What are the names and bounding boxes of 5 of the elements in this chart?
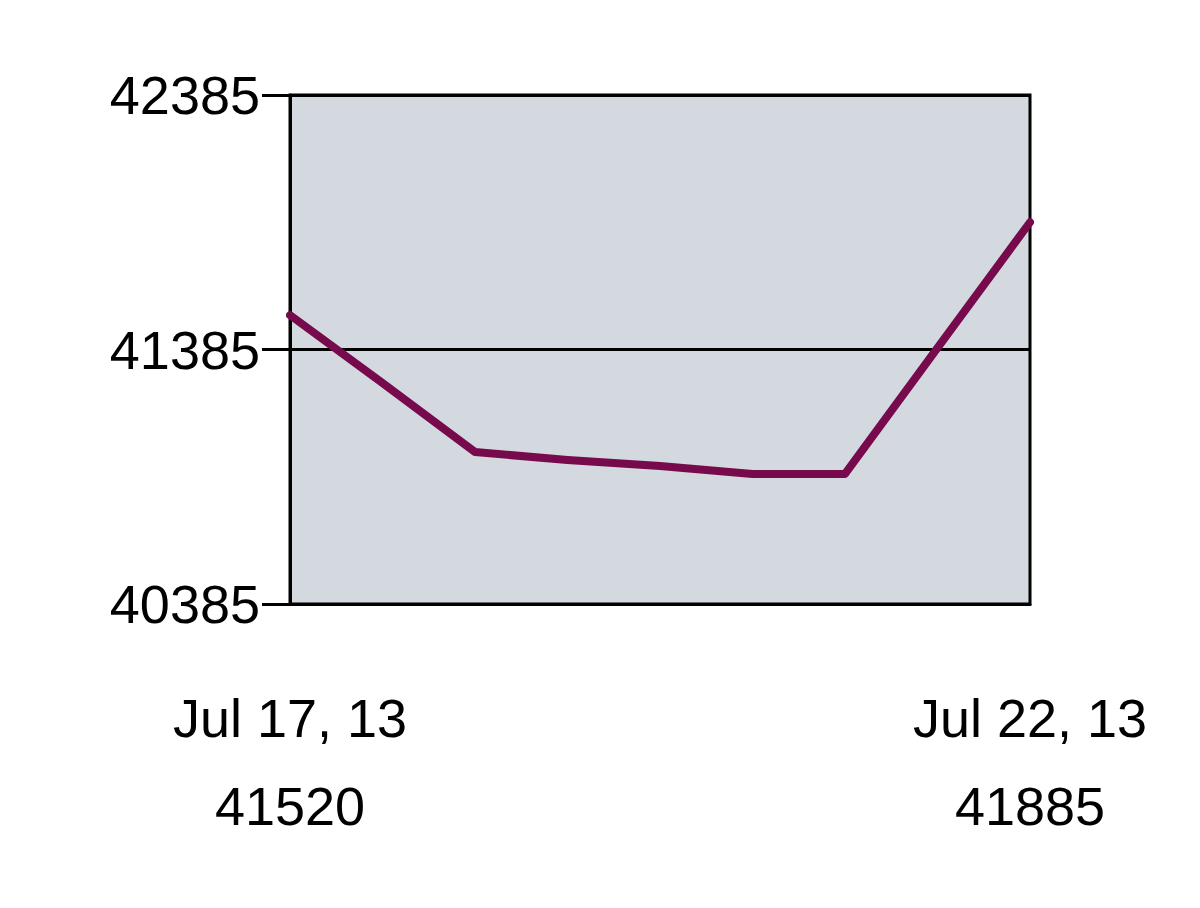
y-tick-label: 42385 — [109, 65, 260, 125]
x-tick-label: Jul 22, 13 41885 — [912, 688, 1148, 836]
y-tick-label: 41385 — [109, 319, 260, 380]
x-tick-label: Jul 17, 13 41520 — [172, 688, 408, 836]
y-tick-label: 40385 — [109, 574, 260, 634]
